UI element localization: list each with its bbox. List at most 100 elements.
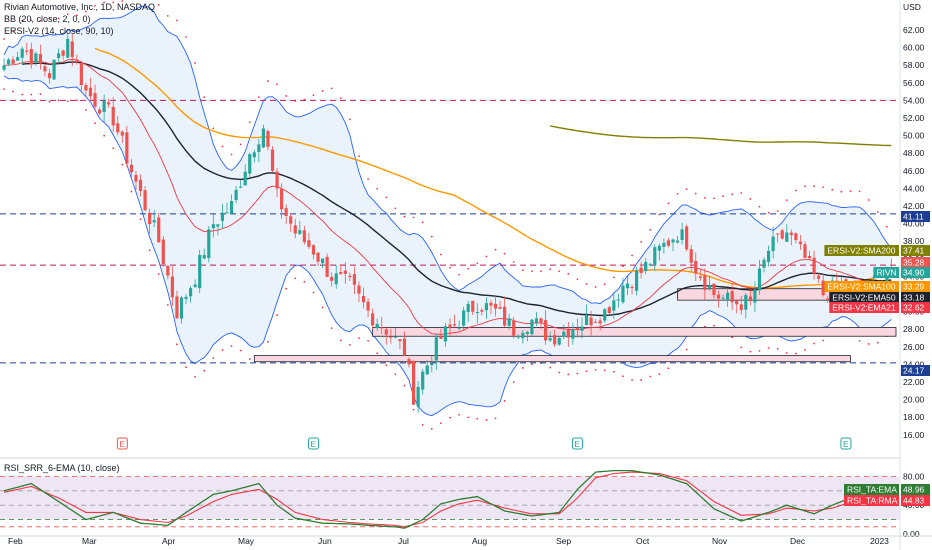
- candle: [826, 298, 830, 301]
- envelope-dot-lower: [430, 427, 433, 430]
- price-tick-label: 48.00: [903, 148, 925, 158]
- candle: [25, 50, 29, 52]
- envelope-dot-upper: [649, 228, 652, 231]
- candle: [97, 109, 102, 114]
- envelope-dot-upper: [822, 186, 825, 188]
- rsi-ta-line: [3, 469, 892, 529]
- candle: [125, 132, 129, 164]
- envelope-dot-lower: [521, 367, 524, 369]
- candle: [166, 265, 170, 276]
- envelope-dot-upper: [239, 143, 242, 146]
- price-tick-label: 60.00: [903, 43, 925, 53]
- envelope-dot-upper: [867, 199, 870, 201]
- candle: [589, 317, 593, 326]
- candle: [398, 339, 402, 342]
- ersi-legend[interactable]: ERSI-V2 (14, close, 90, 10): [4, 26, 114, 36]
- bollinger-legend[interactable]: BB (20, close, 2, 0, 0): [4, 14, 91, 24]
- envelope-dot-upper: [713, 197, 715, 200]
- candle: [730, 291, 734, 303]
- candle: [361, 295, 366, 303]
- candle: [675, 240, 680, 243]
- envelope-dot-lower: [458, 413, 461, 416]
- candle: [698, 276, 702, 278]
- envelope-dot-lower: [348, 343, 351, 346]
- envelope-dot-upper: [858, 190, 861, 193]
- candle: [548, 338, 552, 341]
- candle: [148, 212, 152, 225]
- envelope-dots: [3, 0, 888, 430]
- ma-name-tag: [829, 302, 899, 313]
- scale-label-bg: [901, 302, 930, 313]
- candle: [266, 131, 270, 147]
- envelope-dot-lower: [794, 352, 797, 355]
- candle: [84, 85, 88, 91]
- earnings-label: E: [574, 439, 580, 449]
- envelope-dot-lower: [394, 373, 397, 376]
- envelope-dot-upper: [212, 127, 215, 130]
- envelope-dot-lower: [731, 336, 734, 339]
- envelope-dot-lower: [776, 347, 779, 350]
- candle: [88, 87, 93, 97]
- envelope-dot-lower: [66, 100, 69, 103]
- envelope-dot-upper: [412, 216, 415, 219]
- price-tick-label: 54.00: [903, 95, 925, 105]
- rsi-band: [0, 476, 900, 520]
- candle: [648, 264, 652, 266]
- envelope-dot-upper: [221, 145, 224, 148]
- candle: [448, 324, 452, 328]
- price-tick-label: 58.00: [903, 60, 925, 70]
- envelope-dot-upper: [658, 213, 661, 216]
- candle: [116, 123, 120, 133]
- envelope-dot-lower: [376, 352, 379, 355]
- time-tick-label: 2023: [870, 536, 889, 546]
- envelope-dot-lower: [294, 277, 297, 280]
- envelope-dot-upper: [376, 187, 379, 190]
- envelope-dot-lower: [813, 342, 815, 345]
- candle: [594, 321, 598, 323]
- envelope-dot-upper: [458, 273, 461, 276]
- candle: [157, 217, 161, 243]
- candle: [248, 154, 252, 174]
- envelope-dot-lower: [230, 345, 233, 348]
- candle: [798, 241, 803, 245]
- candle: [211, 224, 215, 229]
- envelope-dot-lower: [157, 273, 160, 275]
- envelope-dot-upper: [30, 19, 33, 22]
- envelope-dot-lower: [867, 343, 870, 345]
- candle: [284, 208, 288, 216]
- candle: [644, 261, 648, 272]
- envelope-dot-lower: [667, 367, 670, 370]
- envelope-dot-lower: [358, 337, 360, 340]
- envelope-dot-upper: [731, 193, 734, 196]
- envelope-dot-upper: [330, 87, 333, 90]
- rsi-name-tag: [844, 495, 899, 506]
- candle: [188, 288, 193, 297]
- envelope-dot-upper: [485, 255, 488, 258]
- symbol-legend[interactable]: Rivian Automotive, Inc., 1D, NASDAQ: [4, 2, 156, 12]
- envelope-dot-lower: [640, 379, 643, 381]
- envelope-dot-upper: [512, 260, 515, 263]
- envelope-dot-lower: [339, 339, 342, 342]
- envelope-dot-lower: [112, 147, 115, 150]
- rsi-legend[interactable]: RSI_SRR_6-EMA (10, close): [4, 463, 120, 473]
- candle: [534, 318, 539, 323]
- candle: [257, 144, 261, 153]
- envelope-dot-upper: [75, 14, 78, 17]
- candle: [803, 244, 807, 258]
- price-tick-label: 28.00: [903, 324, 925, 334]
- envelope-dot-lower: [312, 291, 315, 294]
- candle: [616, 299, 620, 301]
- envelope-dot-lower: [176, 343, 178, 346]
- candle: [129, 164, 134, 173]
- candle: [293, 225, 297, 234]
- rsi-rma-line: [3, 471, 892, 528]
- candle: [625, 283, 630, 289]
- envelope-dot-upper: [321, 90, 324, 92]
- candle: [280, 188, 284, 210]
- candle: [771, 236, 775, 252]
- candle: [348, 275, 352, 277]
- envelope-dot-upper: [430, 235, 433, 238]
- candle: [134, 175, 138, 182]
- envelope-dot-upper: [785, 199, 788, 202]
